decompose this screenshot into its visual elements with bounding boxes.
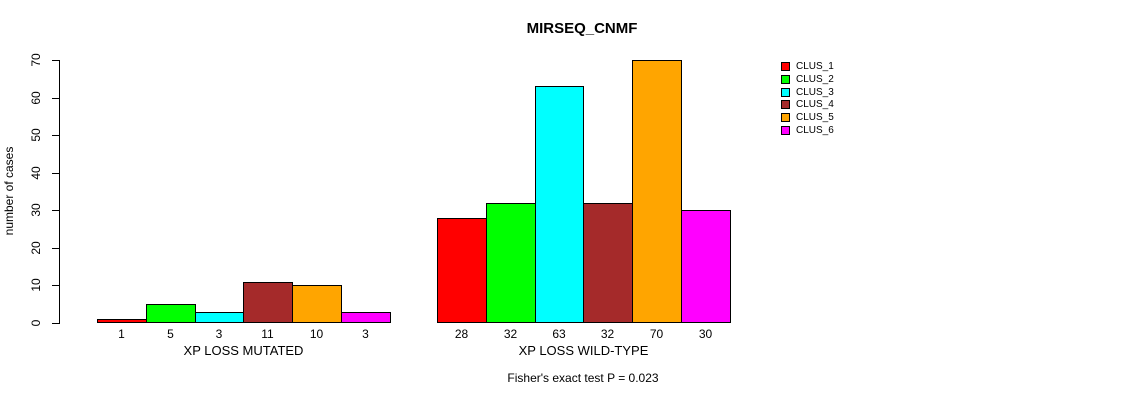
legend-item: CLUS_5	[781, 111, 834, 124]
bar-clus_5	[292, 285, 342, 323]
bar-clus_5	[632, 60, 682, 323]
bar-clus_4	[243, 282, 293, 323]
bar-clus_4	[583, 203, 633, 323]
bar-value-label: 32	[503, 327, 518, 341]
legend-label: CLUS_2	[796, 74, 834, 85]
y-tick	[52, 173, 59, 174]
bar-clus_2	[146, 304, 196, 323]
y-tick-label: 20	[29, 241, 43, 255]
bar-value-label: 5	[167, 327, 174, 341]
bar-value-label: 70	[649, 327, 664, 341]
chart-title: MIRSEQ_CNMF	[526, 20, 638, 37]
legend-label: CLUS_5	[796, 112, 834, 123]
x-group-label: XP LOSS MUTATED	[183, 343, 304, 358]
bar-value-label: 3	[215, 327, 223, 341]
legend-item: CLUS_2	[781, 73, 834, 86]
bar-clus_6	[341, 312, 391, 323]
bar-clus_1	[97, 319, 147, 323]
bar-clus_6	[681, 210, 731, 323]
legend-swatch	[781, 126, 790, 135]
legend-swatch	[781, 62, 790, 71]
y-tick	[52, 135, 59, 136]
fisher-test-annotation: Fisher's exact test P = 0.023	[507, 371, 659, 385]
y-tick-label: 50	[29, 128, 43, 142]
bar-value-label: 30	[698, 327, 713, 341]
legend-label: CLUS_6	[796, 125, 834, 136]
legend-label: CLUS_3	[796, 87, 834, 98]
y-tick	[52, 285, 59, 286]
legend-swatch	[781, 88, 790, 97]
legend-item: CLUS_6	[781, 124, 834, 137]
bar-value-label: 28	[454, 327, 469, 341]
legend-swatch	[781, 100, 790, 109]
bar-clus_1	[437, 218, 487, 323]
y-tick-label: 70	[29, 53, 43, 67]
y-axis-line	[59, 60, 60, 324]
legend-item: CLUS_4	[781, 98, 834, 111]
bar-value-label: 32	[600, 327, 615, 341]
bar-value-label: 10	[309, 327, 324, 341]
legend-swatch	[781, 75, 790, 84]
y-tick	[52, 60, 59, 61]
y-tick	[52, 323, 59, 324]
legend-item: CLUS_3	[781, 86, 834, 99]
bar-value-label: 63	[552, 327, 566, 341]
legend-label: CLUS_1	[796, 61, 834, 72]
bar-value-label: 11	[261, 327, 274, 341]
y-tick-label: 0	[29, 319, 43, 327]
bar-clus_3	[535, 86, 584, 323]
y-tick-label: 60	[29, 91, 43, 105]
bar-value-label: 1	[118, 327, 125, 341]
y-tick	[52, 210, 59, 211]
y-axis-title: number of cases	[2, 146, 16, 236]
y-tick-label: 40	[29, 166, 43, 180]
legend-swatch	[781, 113, 790, 122]
legend-label: CLUS_4	[796, 99, 834, 110]
bar-value-label: 3	[362, 327, 369, 341]
bar-clus_3	[195, 312, 244, 323]
bar-clus_2	[486, 203, 536, 323]
y-tick-label: 10	[29, 278, 43, 292]
y-tick	[52, 248, 59, 249]
y-tick	[52, 98, 59, 99]
x-group-label: XP LOSS WILD-TYPE	[518, 343, 649, 358]
y-tick-label: 30	[29, 203, 43, 217]
legend-item: CLUS_1	[781, 60, 834, 73]
